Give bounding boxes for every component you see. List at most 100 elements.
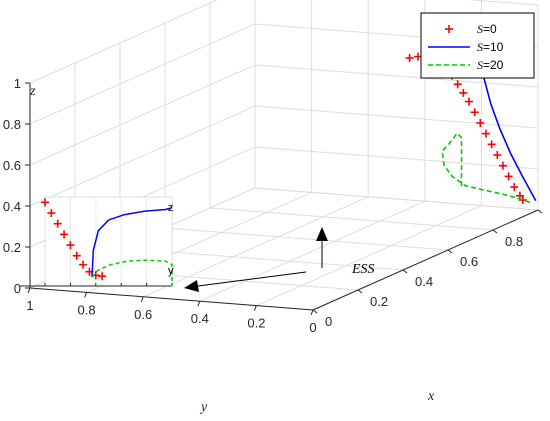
y-tick-label: 0.2 xyxy=(247,316,265,331)
inset-s10-line xyxy=(91,206,173,278)
legend-entry-s0: S=0 xyxy=(445,22,497,36)
x-tick-mark xyxy=(312,309,318,314)
inset-s0-point xyxy=(60,230,69,239)
legend-label-s20-prefix: S xyxy=(477,58,483,72)
z-axis-title: z xyxy=(29,84,36,99)
y-tick-mark xyxy=(140,296,144,302)
x-tick-label: 0.8 xyxy=(505,234,523,249)
grid-line xyxy=(199,200,426,302)
axes: 0000.20.20.20.40.40.40.60.60.60.80.80.81… xyxy=(3,76,543,415)
ess-label: ESS xyxy=(351,262,375,277)
inset-s0-point xyxy=(79,260,88,269)
inset-s0-point xyxy=(41,198,49,207)
grid-line xyxy=(256,205,482,307)
series-s0-point xyxy=(510,183,519,192)
series-s0-point xyxy=(405,53,414,62)
series-s0-point xyxy=(476,118,485,127)
y-tick-mark xyxy=(197,301,201,307)
inset-arrow-head xyxy=(184,280,199,292)
z-tick-label: 1 xyxy=(14,76,21,91)
grid-line xyxy=(164,227,449,251)
grid-line xyxy=(254,146,539,170)
x-tick-label: 0.4 xyxy=(415,274,433,289)
inset-s0-point xyxy=(98,272,107,281)
series-s0-point xyxy=(453,80,462,89)
y-tick-mark xyxy=(253,305,257,311)
x-axis-title: x xyxy=(427,389,435,404)
svg-text:S=20: S=20 xyxy=(477,58,504,72)
x-tick-mark xyxy=(447,249,453,254)
grid-line xyxy=(254,187,539,211)
legend-box xyxy=(420,12,535,79)
grid-line xyxy=(254,105,539,129)
series-s0-point xyxy=(470,108,479,117)
annotations: ESS xyxy=(184,227,375,292)
x-tick-mark xyxy=(537,209,543,214)
grid-line xyxy=(209,207,494,231)
x-axis-line xyxy=(312,209,539,311)
legend-label-s20-suffix: =20 xyxy=(483,58,504,72)
y-tick-label: 1 xyxy=(26,298,33,313)
series-s0-point xyxy=(487,140,496,149)
z-tick-label: 0.4 xyxy=(3,199,21,214)
y-tick-label: 0.4 xyxy=(191,311,209,326)
series-s20-line xyxy=(441,132,531,204)
svg-text:S=0: S=0 xyxy=(477,22,497,36)
x-tick-mark xyxy=(492,229,498,234)
x-tick-label: 0.6 xyxy=(460,254,478,269)
legend-label-s0-prefix: S xyxy=(477,22,483,36)
y-tick-label: 0 xyxy=(309,320,316,335)
grid xyxy=(29,0,539,311)
inset-label-y: y xyxy=(168,265,174,277)
grid-line xyxy=(29,23,256,125)
grid-line xyxy=(29,0,218,84)
grid-line xyxy=(29,105,256,207)
inset-arrow xyxy=(197,271,307,287)
ess-arrow-up-head xyxy=(316,227,328,241)
legend-label-s0-suffix: =0 xyxy=(483,22,497,36)
svg-text:S=10: S=10 xyxy=(477,40,504,54)
series-s0-point xyxy=(504,172,513,181)
inset-box xyxy=(44,196,173,287)
x-tick-label: 0.2 xyxy=(370,294,388,309)
legend: S=0 S=10 S=20 xyxy=(420,12,535,79)
series-s0-point xyxy=(464,97,473,106)
y-tick-label: 0.6 xyxy=(134,307,152,322)
z-tick-label: 0 xyxy=(14,281,21,296)
series-s0-point xyxy=(481,129,490,138)
y-tick-label: 0.8 xyxy=(78,302,96,317)
z-tick-label: 0.6 xyxy=(3,158,21,173)
y-axis-title: y xyxy=(199,400,208,415)
inset-label-z: z xyxy=(168,202,174,214)
z-tick-label: 0.2 xyxy=(3,240,21,255)
legend-entry-s20: S=20 xyxy=(428,58,504,72)
series-s0-point xyxy=(498,161,507,170)
x-tick-label: 0 xyxy=(325,314,332,329)
grid-line xyxy=(467,0,539,6)
y-tick-mark xyxy=(84,292,88,298)
inset-s0-point xyxy=(47,209,56,218)
grid-line xyxy=(142,196,369,298)
x-tick-mark xyxy=(402,269,408,274)
series-s0-point xyxy=(518,196,527,205)
y-tick-mark xyxy=(310,309,314,316)
legend-marker-s0 xyxy=(445,25,453,33)
y-axis-line xyxy=(29,287,314,311)
inset-plot: zy xyxy=(20,196,174,287)
legend-plus-mark xyxy=(445,25,453,33)
inset-s0-point xyxy=(72,251,81,260)
grid-line xyxy=(254,64,539,88)
inset-s0-point xyxy=(53,219,62,228)
series-s0-point xyxy=(493,151,502,160)
legend-entry-s10: S=10 xyxy=(428,40,504,54)
y-tick-mark xyxy=(27,287,31,294)
legend-label-s10-prefix: S xyxy=(477,40,483,54)
legend-label-s10-suffix: =10 xyxy=(483,40,504,54)
inset-s20-line xyxy=(91,259,173,286)
x-tick-mark xyxy=(357,289,363,294)
inset-s0-point xyxy=(66,241,75,250)
grid-line xyxy=(29,64,256,166)
z-tick-label: 0.8 xyxy=(3,117,21,132)
series-s0-point xyxy=(459,88,468,97)
